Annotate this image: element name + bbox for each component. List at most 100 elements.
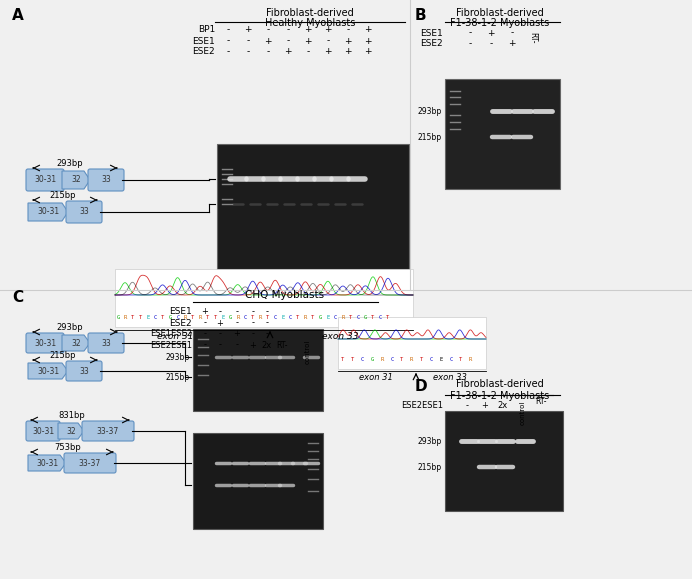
Text: -: - — [266, 25, 270, 35]
Text: -: - — [235, 340, 239, 350]
Text: ESE2: ESE2 — [192, 47, 215, 57]
Text: +: + — [304, 25, 312, 35]
Polygon shape — [62, 171, 90, 189]
Text: G: G — [371, 357, 374, 362]
Text: -: - — [203, 329, 206, 339]
Text: 30-31: 30-31 — [36, 459, 58, 467]
Text: ESE1: ESE1 — [170, 307, 192, 317]
Text: exon 33: exon 33 — [322, 332, 358, 341]
Text: R: R — [184, 315, 187, 320]
Text: C: C — [12, 290, 23, 305]
FancyBboxPatch shape — [82, 421, 134, 441]
Text: exon 33: exon 33 — [433, 373, 467, 382]
FancyBboxPatch shape — [26, 333, 64, 353]
Text: T: T — [400, 357, 403, 362]
Text: +: + — [344, 47, 352, 57]
Text: T: T — [161, 315, 165, 320]
Text: 30-31: 30-31 — [37, 207, 59, 217]
Text: T: T — [139, 315, 142, 320]
Text: 215bp: 215bp — [418, 133, 442, 141]
Text: +: + — [364, 47, 372, 57]
Text: 33: 33 — [79, 207, 89, 217]
Text: E: E — [221, 315, 225, 320]
Text: C: C — [379, 315, 382, 320]
Text: -: - — [219, 340, 221, 350]
Text: Fibroblast-derived: Fibroblast-derived — [266, 8, 354, 18]
Text: 215bp: 215bp — [50, 351, 76, 360]
Bar — [193, 329, 323, 411]
Text: C: C — [356, 315, 360, 320]
Text: -: - — [347, 25, 349, 35]
Text: -: - — [251, 329, 255, 339]
Text: -: - — [266, 307, 268, 317]
Text: 33-37: 33-37 — [97, 427, 119, 435]
Text: 30-31: 30-31 — [37, 367, 59, 376]
Text: R: R — [259, 315, 262, 320]
Text: BP1: BP1 — [198, 25, 215, 35]
Text: T: T — [131, 315, 135, 320]
Text: C: C — [289, 315, 292, 320]
Text: ESE1: ESE1 — [420, 28, 443, 38]
Text: C: C — [390, 357, 394, 362]
Text: control: control — [520, 401, 526, 426]
Text: F1-38-1-2 Myoblasts: F1-38-1-2 Myoblasts — [450, 391, 549, 401]
FancyBboxPatch shape — [26, 169, 64, 191]
Text: 30-31: 30-31 — [34, 175, 56, 185]
Text: RT-: RT- — [276, 340, 288, 350]
Text: R: R — [410, 357, 413, 362]
Text: R: R — [341, 315, 345, 320]
Text: 32: 32 — [71, 339, 81, 347]
Text: 215bp: 215bp — [418, 463, 442, 471]
Text: 293bp: 293bp — [57, 159, 83, 168]
Text: +: + — [364, 25, 372, 35]
Text: T: T — [214, 315, 217, 320]
Text: +: + — [217, 318, 224, 328]
Text: 33: 33 — [101, 339, 111, 347]
Bar — [338, 317, 486, 369]
Text: 32: 32 — [66, 427, 76, 435]
Text: Fibroblast-derived: Fibroblast-derived — [456, 8, 544, 18]
Text: +: + — [487, 28, 495, 38]
Text: -: - — [466, 401, 468, 411]
Text: 293bp: 293bp — [166, 353, 190, 361]
Text: -: - — [203, 340, 206, 350]
Text: T: T — [349, 315, 352, 320]
Text: E: E — [147, 315, 149, 320]
Text: 753bp: 753bp — [55, 443, 82, 452]
Bar — [217, 144, 409, 269]
Text: CHQ Myoblasts: CHQ Myoblasts — [246, 290, 325, 300]
Text: -: - — [489, 39, 493, 49]
Text: -: - — [327, 36, 329, 46]
Text: -: - — [266, 318, 268, 328]
Text: RT-: RT- — [529, 32, 538, 44]
FancyBboxPatch shape — [26, 421, 60, 441]
Text: ESE2: ESE2 — [420, 39, 443, 49]
Text: ESE2ESE1: ESE2ESE1 — [401, 401, 443, 411]
Text: 33: 33 — [79, 367, 89, 376]
Text: D: D — [415, 379, 428, 394]
Text: T: T — [372, 315, 374, 320]
Text: -: - — [226, 36, 230, 46]
Text: E: E — [282, 315, 284, 320]
Text: +: + — [344, 36, 352, 46]
Text: F1-38-1-2 Myoblasts: F1-38-1-2 Myoblasts — [450, 18, 549, 28]
Text: T: T — [420, 357, 423, 362]
Text: -: - — [226, 25, 230, 35]
Text: -: - — [286, 25, 290, 35]
Text: +: + — [304, 36, 312, 46]
Text: C: C — [176, 315, 180, 320]
Text: +: + — [244, 25, 252, 35]
Text: -: - — [246, 36, 250, 46]
Bar — [445, 411, 563, 511]
Text: 831bp: 831bp — [59, 411, 85, 420]
Text: ESE2: ESE2 — [170, 318, 192, 328]
Text: T: T — [311, 315, 315, 320]
FancyBboxPatch shape — [88, 169, 124, 191]
Text: 293bp: 293bp — [57, 323, 83, 332]
Text: E: E — [327, 315, 329, 320]
Text: T: T — [341, 357, 345, 362]
Text: -: - — [286, 36, 290, 46]
Text: T: T — [251, 315, 255, 320]
Text: control: control — [305, 340, 311, 364]
Text: 2x: 2x — [262, 340, 272, 350]
